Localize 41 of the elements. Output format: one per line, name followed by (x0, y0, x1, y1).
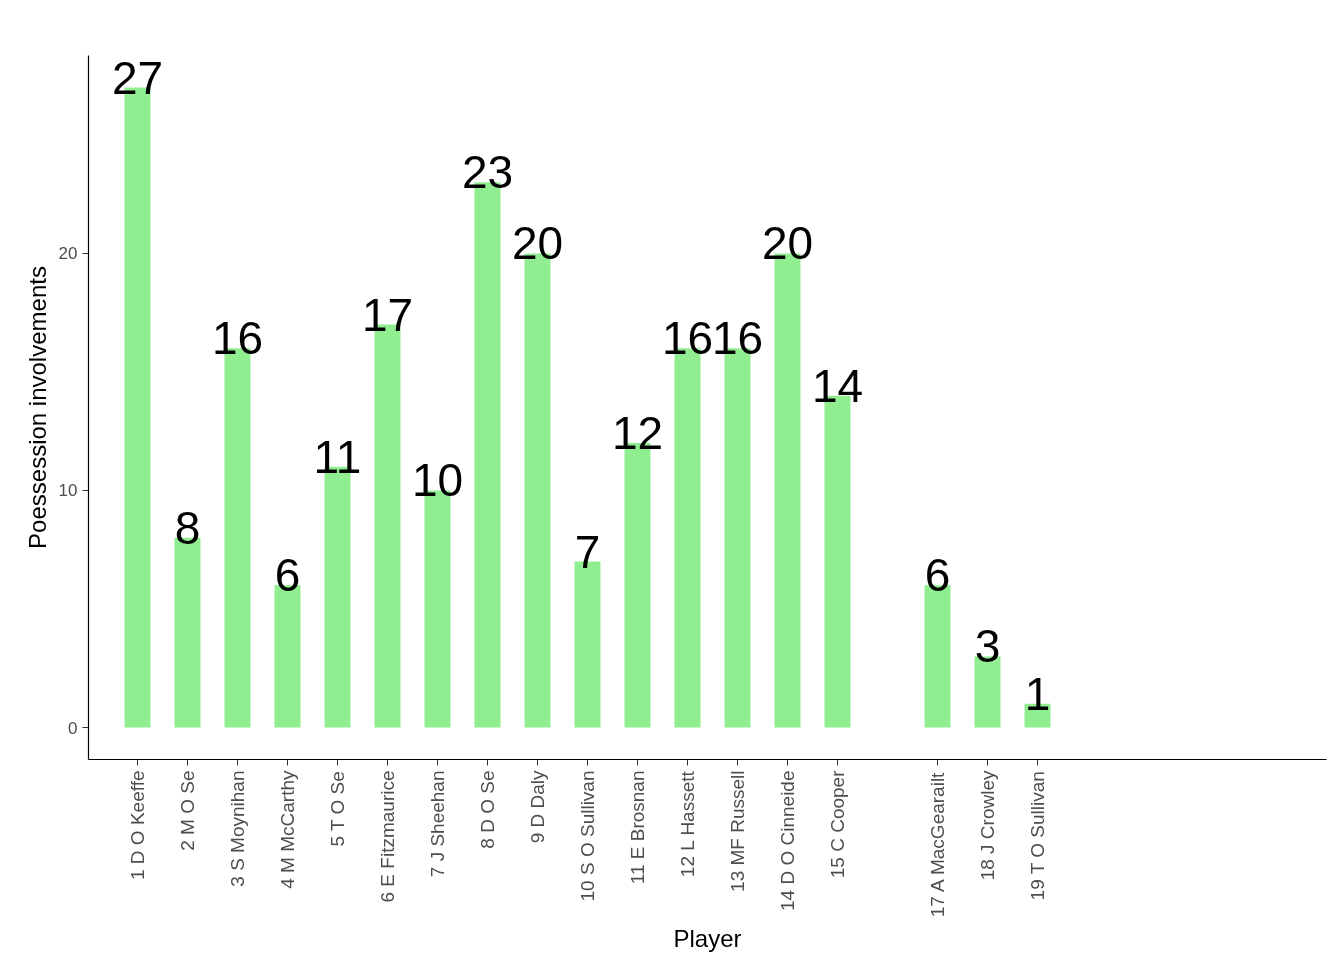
x-tick-label: 15 C Cooper (827, 769, 848, 879)
y-axis-title: Poessession involvements (23, 266, 51, 549)
data-label: 1 (1024, 667, 1051, 720)
x-tick-label: 6 E Fitzmaurice (377, 770, 398, 903)
x-tick-label: 2 M O Se (177, 770, 198, 851)
x-tick-label: 1 D O Keeffe (127, 770, 148, 880)
y-tick-label: 20 (58, 244, 78, 264)
x-tick-label: 3 S Moynihan (227, 770, 248, 887)
data-label: 16 (711, 312, 764, 365)
data-label: 14 (811, 359, 864, 412)
data-label: 8 (174, 501, 201, 554)
x-tick-label: 19 T O Sullivan (1027, 771, 1048, 901)
data-label: 6 (924, 549, 951, 602)
x-tick-label: 13 MF Russell (727, 770, 748, 892)
x-tick-label: 7 J Sheehan (427, 770, 448, 878)
data-label: 16 (211, 312, 264, 365)
y-tick-label: 0 (68, 718, 78, 738)
x-tick-label: 4 M McCarthy (277, 770, 298, 889)
data-label: 20 (511, 217, 564, 270)
data-label: 7 (574, 525, 601, 578)
data-label: 23 (461, 146, 514, 199)
data-label: 20 (761, 217, 814, 270)
data-label: 27 (111, 51, 164, 104)
data-label: 3 (974, 620, 1001, 673)
x-tick-label: 12 L Hassett (677, 770, 698, 878)
x-tick-label: 17 A MacGearailt (927, 771, 948, 918)
x-tick-label: 18 J Crowley (977, 770, 998, 881)
x-axis-title: Player (673, 925, 742, 953)
data-label: 11 (313, 430, 362, 483)
x-tick-label: 14 D O Cinneide (777, 770, 798, 911)
data-label: 12 (611, 407, 664, 460)
x-tick-label: 11 E Brosnan (627, 770, 648, 885)
y-tick-label: 10 (58, 481, 78, 501)
x-tick-label: 5 T O Se (327, 771, 348, 847)
data-label: 17 (361, 288, 414, 341)
data-label: 16 (661, 312, 714, 365)
x-tick-label: 8 D O Se (477, 770, 498, 849)
x-tick-label: 10 S O Sullivan (577, 770, 598, 902)
x-tick-label: 9 D Daly (527, 770, 548, 844)
data-label: 10 (411, 454, 464, 507)
data-label: 6 (274, 549, 301, 602)
